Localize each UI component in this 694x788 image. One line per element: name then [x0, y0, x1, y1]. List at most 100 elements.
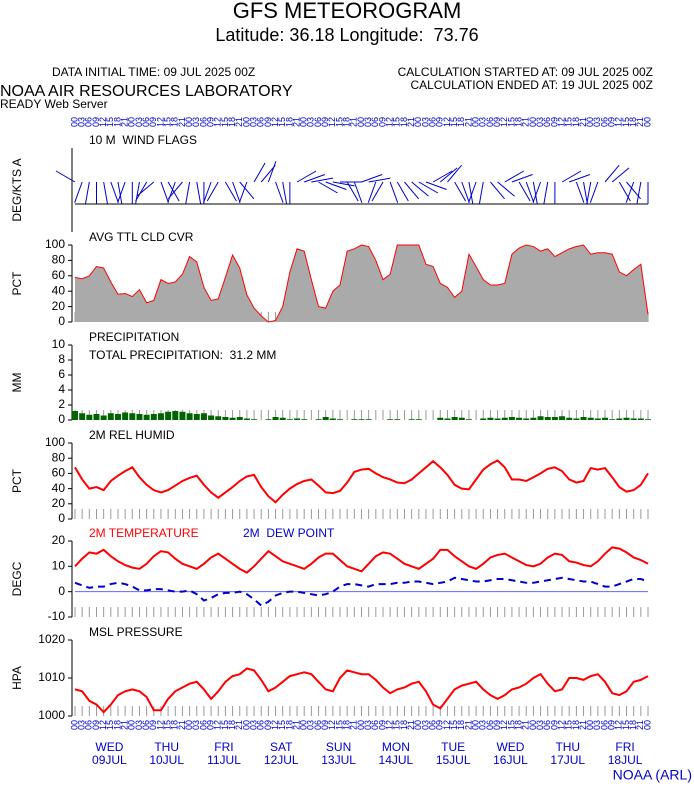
y-tick-label: 4 [58, 382, 65, 396]
lab: NOAA AIR RESOURCES LABORATORY [0, 83, 293, 100]
hour-label: 03 [191, 720, 201, 730]
precip-bar [594, 418, 601, 420]
hour-label: 03 [306, 720, 316, 730]
precip-bar [559, 416, 566, 420]
wind-flag [367, 181, 377, 203]
hour-label-top: 12 [327, 117, 337, 127]
hour-label: 15 [162, 720, 172, 730]
hour-label-top: 18 [170, 117, 180, 127]
hour-label-top: 15 [162, 117, 172, 127]
precip-bar [501, 417, 508, 420]
hour-label-top: 00 [528, 117, 538, 127]
precip-bar [587, 417, 594, 420]
y-axis-label: PCT [10, 271, 24, 296]
hour-label-top: 06 [542, 117, 552, 127]
hour-label: 00 [356, 720, 366, 730]
precip-bar [315, 419, 322, 420]
precip-bar [573, 418, 580, 420]
wind-flag [543, 181, 549, 204]
wind-flag [55, 170, 76, 183]
hour-label: 00 [241, 720, 251, 730]
precip-bar [186, 413, 193, 420]
date-label: 11JUL [207, 753, 241, 767]
hour-label-top: 06 [313, 117, 323, 127]
wind-flag [636, 181, 642, 204]
hour-label-top: 12 [499, 117, 509, 127]
precip-bar [322, 417, 329, 420]
precip-bar [365, 419, 372, 420]
wind-flag [361, 174, 383, 183]
precip-bar [179, 411, 186, 420]
hour-label: 00 [69, 720, 79, 730]
hour-label: 09 [549, 720, 559, 730]
title: GFS METEOROGRAM [233, 0, 462, 23]
hour-label: 12 [499, 720, 509, 730]
y-tick-label: 10 [52, 559, 66, 573]
hour-label-top: 00 [127, 117, 137, 127]
hour-label-top: 09 [607, 117, 617, 127]
hour-label: 21 [120, 720, 130, 730]
hour-label: 00 [470, 720, 480, 730]
wind-flag [425, 181, 447, 190]
wind-flag [206, 181, 219, 202]
wind-flag [518, 181, 531, 202]
y-tick-label: 40 [52, 283, 66, 297]
series-line [74, 459, 649, 504]
precip-bar [387, 419, 394, 420]
precip-bar [150, 414, 157, 420]
precip-bar [358, 419, 365, 420]
wind-flag [490, 181, 505, 200]
panel-title: 10 M WIND FLAGS [89, 133, 197, 147]
hour-label: 03 [248, 720, 258, 730]
hour-label: 06 [428, 720, 438, 730]
wind-flag [618, 181, 631, 202]
precip-bar [215, 416, 222, 420]
hour-label: 06 [485, 720, 495, 730]
hour-label-top: 03 [77, 117, 87, 127]
hour-label-top: 15 [334, 117, 344, 127]
precip-bar [279, 417, 286, 420]
hour-label: 15 [392, 720, 402, 730]
y-tick-label: 40 [52, 481, 66, 495]
y-tick-label: 0 [58, 314, 65, 328]
hour-label-top: 12 [614, 117, 624, 127]
wind-flag [353, 181, 363, 203]
date-label: 09JUL [92, 753, 127, 767]
precip-bar [193, 414, 200, 420]
precip-bar [165, 411, 172, 420]
hour-label-top: 03 [363, 117, 373, 127]
precip-bar [251, 419, 258, 420]
precip-bar [272, 417, 279, 420]
precip-bar [114, 414, 121, 420]
wind-flag [468, 181, 474, 204]
hour-label-top: 06 [599, 117, 609, 127]
hour-label: 06 [313, 720, 323, 730]
precip-bar [337, 419, 344, 420]
precip-bar [508, 417, 515, 420]
y-tick-label: 2 [58, 397, 65, 411]
y-tick-label: 20 [52, 496, 66, 510]
hour-label: 06 [599, 720, 609, 730]
wind-flag [461, 181, 470, 203]
precip-bar [637, 418, 644, 420]
hour-label-top: 06 [370, 117, 380, 127]
day-label: WED [496, 740, 524, 754]
day-label: MON [382, 740, 410, 754]
hour-label-top: 03 [134, 117, 144, 127]
hour-label: 12 [614, 720, 624, 730]
wind-flag [185, 181, 191, 204]
hour-label-top: 06 [84, 117, 94, 127]
date-label: 18JUL [608, 753, 643, 767]
y-axis-label: PCT [10, 468, 24, 493]
y-tick-label: 20 [52, 533, 66, 547]
precip-bar [351, 419, 358, 420]
hour-label: 12 [98, 720, 108, 730]
hour-label-top: 03 [420, 117, 430, 127]
hour-label-top: 12 [385, 117, 395, 127]
hour-label: 09 [263, 720, 273, 730]
y-tick-label: 6 [58, 367, 65, 381]
wind-flag [504, 170, 525, 183]
hour-label: 00 [585, 720, 595, 730]
hour-label: 18 [571, 720, 581, 730]
wind-flag [160, 181, 169, 203]
